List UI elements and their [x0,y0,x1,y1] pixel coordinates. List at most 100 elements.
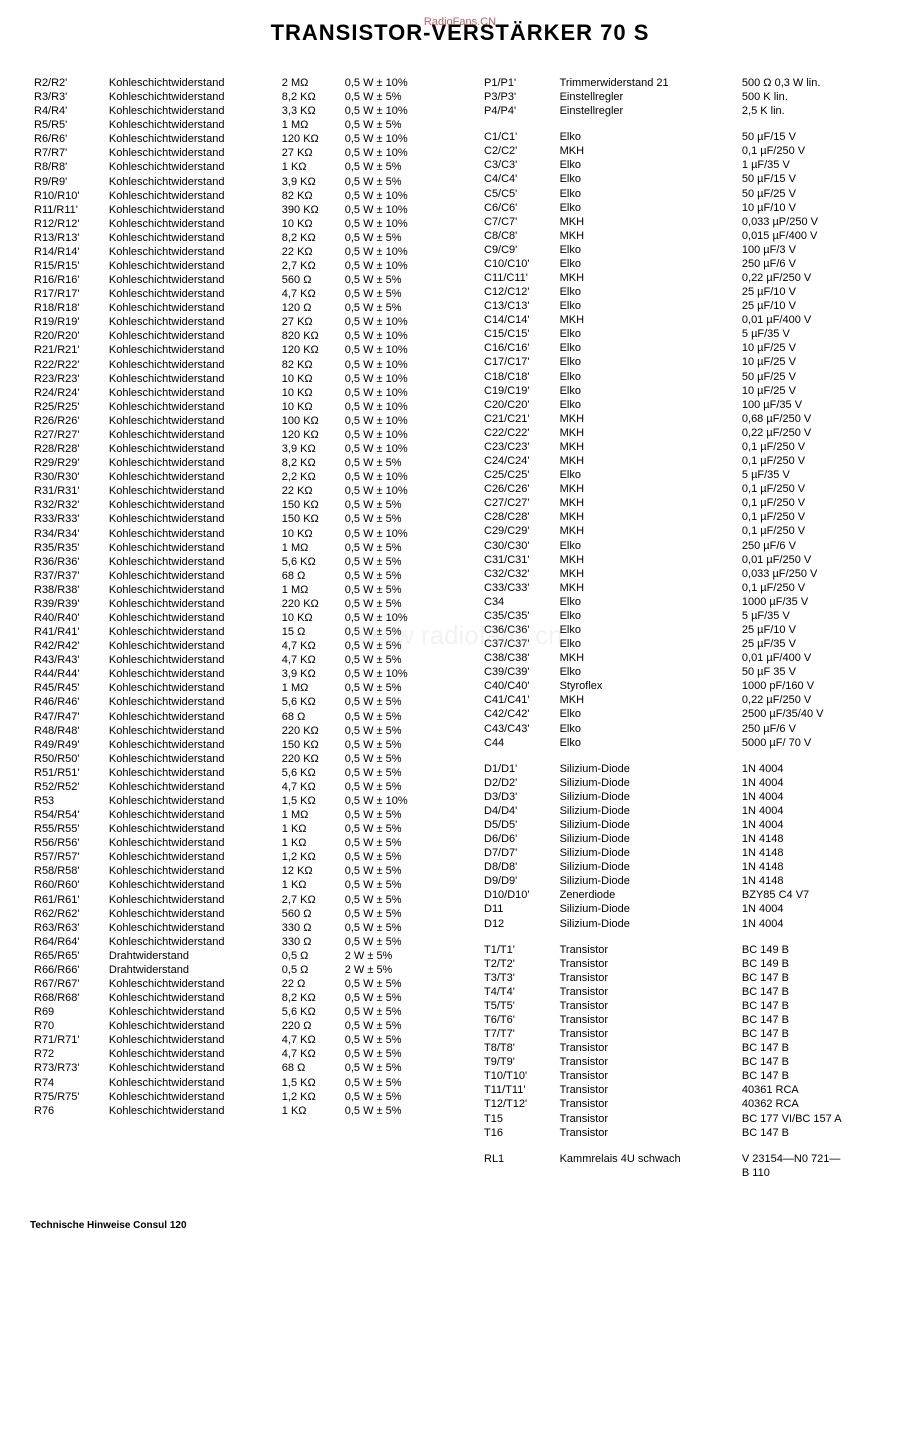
table-row: R26/R26'Kohleschichtwiderstand100 KΩ0,5 … [30,414,440,428]
table-row: R11/R11'Kohleschichtwiderstand390 KΩ0,5 … [30,203,440,217]
cell-r: R38/R38' [30,583,105,597]
table-row: R43/R43'Kohleschichtwiderstand4,7 KΩ0,5 … [30,653,440,667]
cell-v: 0,015 µF/400 V [738,229,890,243]
cell-v: 1,2 KΩ [278,850,341,864]
table-row: R66/R66'Drahtwiderstand0,5 Ω2 W ± 5% [30,963,440,977]
cell-t: MKH [556,215,738,229]
cell-t: Drahtwiderstand [105,949,278,963]
cell-r: R66/R66' [30,963,105,977]
cell-t: Elko [556,355,738,369]
table-row: D11Silizium-Diode1N 4004 [480,902,890,916]
cell-t: Kohleschichtwiderstand [105,1104,278,1118]
cell-p: 0,5 W ± 10% [341,400,440,414]
cell-t: Elko [556,285,738,299]
cell-r: D11 [480,902,556,916]
cell-v: BC 147 B [738,1126,890,1140]
cell-v: 150 KΩ [278,738,341,752]
cell-r: R50/R50' [30,752,105,766]
section-gap [480,750,890,762]
cell-t: Kohleschichtwiderstand [105,104,278,118]
cell-r: R55/R55' [30,822,105,836]
cell-v: 4,7 KΩ [278,287,341,301]
cell-r: T12/T12' [480,1097,556,1111]
cell-t: Kohleschichtwiderstand [105,1019,278,1033]
cell-r: R51/R51' [30,766,105,780]
cell-r: R54/R54' [30,808,105,822]
table-row: C31/C31'MKH0,01 µF/250 V [480,553,890,567]
cell-p: 0,5 W ± 10% [341,76,440,90]
table-row: D4/D4'Silizium-Diode1N 4004 [480,804,890,818]
table-row: C5/C5'Elko50 µF/25 V [480,187,890,201]
table-row: R52/R52'Kohleschichtwiderstand4,7 KΩ0,5 … [30,780,440,794]
cell-v: 0,033 µP/250 V [738,215,890,229]
cell-r: R5/R5' [30,118,105,132]
cell-r: C39/C39' [480,665,556,679]
cell-r: R11/R11' [30,203,105,217]
cell-r: T4/T4' [480,985,556,999]
cell-p: 0,5 W ± 5% [341,583,440,597]
cell-r [480,1166,556,1180]
table-row: D12Silizium-Diode1N 4004 [480,917,890,931]
cell-v: 8,2 KΩ [278,231,341,245]
cell-v: 10 KΩ [278,527,341,541]
cell-r: R61/R61' [30,893,105,907]
cell-r: C6/C6' [480,201,556,215]
cell-t: Kohleschichtwiderstand [105,738,278,752]
cell-v: 5 µF/35 V [738,468,890,482]
table-row: P1/P1'Trimmerwiderstand 21500 Ω 0,3 W li… [480,76,890,90]
cell-t: Kohleschichtwiderstand [105,287,278,301]
table-row: C1/C1'Elko50 µF/15 V [480,130,890,144]
cell-t: Elko [556,637,738,651]
cell-t: MKH [556,144,738,158]
cell-v: 8,2 KΩ [278,90,341,104]
cell-r: C12/C12' [480,285,556,299]
cell-t: Elko [556,468,738,482]
cell-p: 0,5 W ± 5% [341,710,440,724]
cell-v: 68 Ω [278,569,341,583]
cell-r: C7/C7' [480,215,556,229]
cell-t: Kohleschichtwiderstand [105,245,278,259]
table-row: C8/C8'MKH0,015 µF/400 V [480,229,890,243]
cell-t: Kohleschichtwiderstand [105,484,278,498]
cell-t: MKH [556,229,738,243]
cell-t: Kohleschichtwiderstand [105,695,278,709]
right-table: P1/P1'Trimmerwiderstand 21500 Ω 0,3 W li… [480,76,890,1180]
cell-v: 0,033 µF/250 V [738,567,890,581]
cell-v: 4,7 KΩ [278,780,341,794]
cell-v: 120 KΩ [278,343,341,357]
cell-v: 25 µF/35 V [738,637,890,651]
cell-t: Kohleschichtwiderstand [105,76,278,90]
cell-r: C34 [480,595,556,609]
table-row: T2/T2'TransistorBC 149 B [480,957,890,971]
cell-p: 0,5 W ± 10% [341,329,440,343]
cell-v: 1 KΩ [278,836,341,850]
cell-p: 0,5 W ± 5% [341,1047,440,1061]
cell-p: 0,5 W ± 5% [341,752,440,766]
cell-r: C26/C26' [480,482,556,496]
table-row: R39/R39'Kohleschichtwiderstand220 KΩ0,5 … [30,597,440,611]
cell-r: D8/D8' [480,860,556,874]
cell-r: C44 [480,736,556,750]
table-row: C20/C20'Elko100 µF/35 V [480,398,890,412]
table-row: R73/R73'Kohleschichtwiderstand68 Ω0,5 W … [30,1061,440,1075]
table-row: C10/C10'Elko250 µF/6 V [480,257,890,271]
table-row: T12/T12'Transistor40362 RCA [480,1097,890,1111]
cell-r: R32/R32' [30,498,105,512]
cell-v: 15 Ω [278,625,341,639]
cell-t: Kohleschichtwiderstand [105,414,278,428]
cell-r: R60/R60' [30,878,105,892]
cell-v: 4,7 KΩ [278,639,341,653]
cell-p: 0,5 W ± 5% [341,738,440,752]
cell-v: 220 KΩ [278,597,341,611]
cell-p: 0,5 W ± 5% [341,695,440,709]
table-row: R30/R30'Kohleschichtwiderstand2,2 KΩ0,5 … [30,470,440,484]
cell-t: MKH [556,426,738,440]
cell-v: 1 KΩ [278,878,341,892]
cell-r: R6/R6' [30,132,105,146]
cell-t: MKH [556,581,738,595]
cell-t: MKH [556,651,738,665]
cell-t: Kohleschichtwiderstand [105,1047,278,1061]
cell-p: 0,5 W ± 5% [341,780,440,794]
cell-p: 0,5 W ± 5% [341,118,440,132]
cell-p: 0,5 W ± 10% [341,315,440,329]
